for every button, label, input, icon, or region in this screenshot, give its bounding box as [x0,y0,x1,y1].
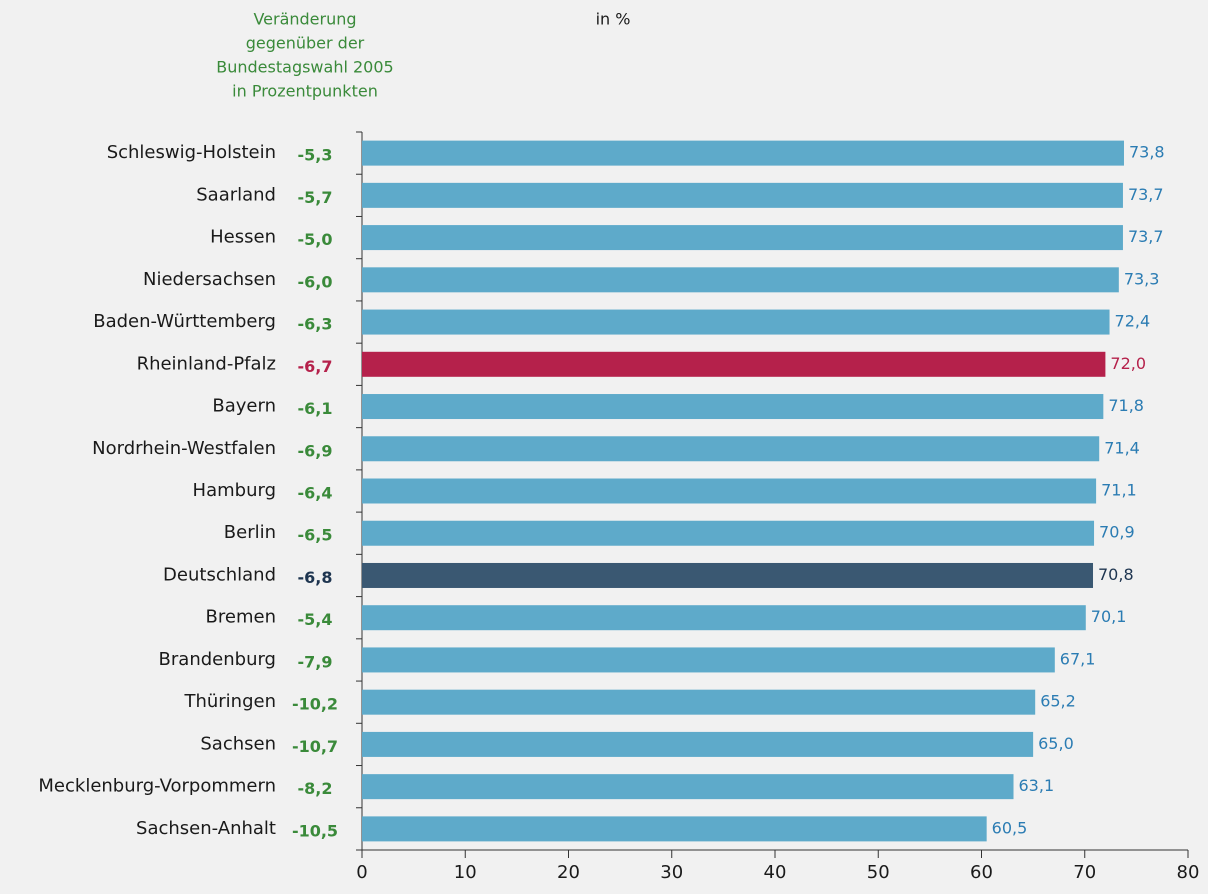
value-label: 72,0 [1110,354,1146,373]
x-tick-label: 0 [356,862,367,883]
value-label: 71,8 [1108,396,1144,415]
bar [362,478,1097,504]
bar [362,520,1095,546]
bar [362,605,1086,631]
value-label: 73,8 [1129,143,1165,162]
change-label: -8,2 [298,779,333,798]
change-title: Bundestagswahl 2005 [216,58,393,77]
change-label: -5,4 [298,610,333,629]
change-label: -5,3 [298,146,333,165]
value-label: 65,0 [1038,734,1074,753]
x-tick-label: 60 [970,862,993,883]
x-tick-label: 40 [764,862,787,883]
change-label: -5,7 [298,188,333,207]
category-label: Bremen [206,607,276,628]
bar [362,351,1106,377]
bar [362,647,1055,673]
value-label: 63,1 [1019,776,1055,795]
change-label: -10,7 [292,737,338,756]
x-tick-label: 10 [454,862,477,883]
value-label: 73,7 [1128,227,1164,246]
x-tick-label: 80 [1177,862,1200,883]
value-label: 67,1 [1060,649,1096,668]
change-label: -6,4 [298,484,333,503]
category-label: Sachsen [200,733,276,754]
value-label: 72,4 [1115,312,1151,331]
change-label: -6,0 [298,272,333,291]
change-label: -10,5 [292,821,338,840]
bar [362,140,1124,166]
category-label: Berlin [224,522,276,543]
category-label: Thüringen [183,691,276,712]
value-label: 70,8 [1098,565,1134,584]
category-label: Nordrhein-Westfalen [92,438,276,459]
value-label: 71,4 [1104,438,1140,457]
bar [362,267,1119,293]
bar [362,689,1036,715]
change-title: Veränderung [253,10,356,29]
change-label: -5,0 [298,230,333,249]
category-label: Schleswig-Holstein [107,142,276,163]
category-label: Rheinland-Pfalz [137,353,276,374]
value-label: 71,1 [1101,481,1137,500]
bar [362,182,1123,208]
category-label: Baden-Württemberg [93,311,276,332]
chart-subtitle: in % [596,10,631,29]
category-label: Hamburg [193,480,276,501]
bar [362,562,1094,588]
change-label: -6,9 [298,441,333,460]
change-label: -6,5 [298,526,333,545]
change-label: -6,8 [298,568,333,587]
category-label: Bayern [212,396,276,417]
value-label: 73,3 [1124,269,1160,288]
bar [362,436,1100,462]
value-label: 70,1 [1091,607,1127,626]
value-label: 70,9 [1099,523,1135,542]
value-label: 60,5 [992,818,1028,837]
x-tick-label: 30 [660,862,683,883]
bar [362,225,1123,251]
category-label: Deutschland [163,564,276,585]
change-label: -6,3 [298,315,333,334]
value-label: 65,2 [1040,692,1076,711]
x-tick-label: 20 [557,862,580,883]
category-label: Brandenburg [159,649,276,670]
change-label: -7,9 [298,652,333,671]
bar [362,394,1104,420]
bar [362,731,1034,757]
change-title: gegenüber der [246,34,365,53]
bar [362,816,987,842]
category-label: Niedersachsen [143,269,276,290]
category-label: Mecklenburg-Vorpommern [38,776,276,797]
bar [362,774,1014,800]
category-label: Saarland [196,184,276,205]
value-label: 73,7 [1128,185,1164,204]
change-title: in Prozentpunkten [232,82,378,101]
category-label: Hessen [210,227,276,248]
change-label: -6,7 [298,357,333,376]
bar [362,309,1110,335]
change-label: -10,2 [292,695,338,714]
change-label: -6,1 [298,399,333,418]
x-tick-label: 50 [867,862,890,883]
x-tick-label: 70 [1073,862,1096,883]
category-label: Sachsen-Anhalt [136,818,276,839]
